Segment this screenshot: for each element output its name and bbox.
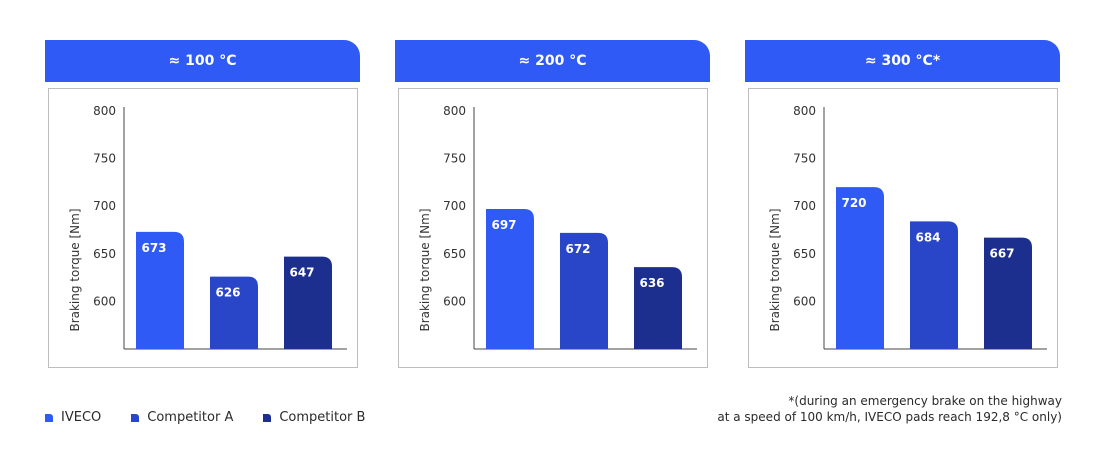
bar-value-label: 684 bbox=[915, 230, 940, 244]
legend-swatch-competitor-b bbox=[263, 413, 272, 422]
bar-competitor-b bbox=[984, 237, 1032, 349]
chart-title: ≈ 100 °C bbox=[45, 40, 360, 82]
legend-swatch-competitor-a bbox=[131, 413, 140, 422]
y-tick-label: 700 bbox=[93, 199, 116, 213]
bar-value-label: 697 bbox=[491, 218, 516, 232]
bar-value-label: 636 bbox=[639, 276, 664, 290]
bar-value-label: 667 bbox=[989, 247, 1014, 261]
chart-title: ≈ 300 °C* bbox=[745, 40, 1060, 82]
bar-value-label: 673 bbox=[141, 241, 166, 255]
y-tick-label: 750 bbox=[93, 152, 116, 166]
legend-label-competitor-b: Competitor B bbox=[279, 410, 366, 425]
footnote-line-1: *(during an emergency brake on the highw… bbox=[788, 394, 1062, 408]
chart-panel-2: ≈ 200 °C Braking torque [Nm] 600 650 700 750 8… bbox=[395, 40, 710, 368]
chart-title: ≈ 200 °C bbox=[395, 40, 710, 82]
bar-competitor-b bbox=[284, 256, 332, 349]
chart-svg: Braking torque [Nm] 600 650 700 750 800 720 684… bbox=[768, 104, 1047, 350]
chart-frame: Braking torque [Nm] 600 650 700 750 800 720 684… bbox=[748, 88, 1058, 368]
bar-iveco bbox=[136, 231, 184, 349]
y-tick-label: 800 bbox=[93, 104, 116, 118]
bar-iveco bbox=[486, 209, 534, 349]
y-axis-label: Braking torque [Nm] bbox=[418, 208, 432, 331]
chart-svg: Braking torque [Nm] 600 650 700 750 800 697 672… bbox=[418, 104, 697, 350]
y-axis-label: Braking torque [Nm] bbox=[768, 208, 782, 331]
bar-competitor-a bbox=[210, 276, 258, 349]
legend-item-iveco: IVECO bbox=[45, 410, 101, 425]
legend-label-competitor-a: Competitor A bbox=[147, 410, 234, 425]
footnote-line-2: at a speed of 100 km/h, IVECO pads reach… bbox=[717, 410, 1062, 424]
chart-frame: Braking torque [Nm] 600 650 700 750 800 673 626… bbox=[48, 88, 358, 368]
bar-value-label: 647 bbox=[289, 266, 314, 280]
chart-frame: Braking torque [Nm] 600 650 700 750 800 697 672… bbox=[398, 88, 708, 368]
chart-panel-3: ≈ 300 °C* Braking torque [Nm] 600 650 700 750… bbox=[745, 40, 1060, 368]
legend-label-iveco: IVECO bbox=[61, 410, 102, 425]
bar-value-label: 672 bbox=[565, 242, 590, 256]
legend-item-competitor-b: Competitor B bbox=[263, 410, 365, 425]
legend-swatch-iveco bbox=[45, 413, 53, 422]
bar-value-label: 626 bbox=[215, 286, 240, 300]
y-tick-label: 750 bbox=[793, 152, 816, 166]
y-tick-label: 650 bbox=[793, 247, 816, 261]
legend-item-competitor-a: Competitor A bbox=[131, 410, 233, 425]
bar-value-label: 720 bbox=[841, 196, 866, 210]
y-tick-label: 650 bbox=[93, 247, 116, 261]
legend: IVECO Competitor A Competitor B bbox=[45, 410, 395, 425]
bar-competitor-a bbox=[560, 232, 608, 349]
bar-competitor-b bbox=[634, 267, 682, 349]
bar-competitor-a bbox=[910, 221, 958, 349]
y-tick-label: 700 bbox=[793, 199, 816, 213]
y-tick-label: 750 bbox=[443, 152, 466, 166]
y-tick-label: 600 bbox=[93, 294, 116, 308]
y-tick-label: 700 bbox=[443, 199, 466, 213]
chart-svg: Braking torque [Nm] 600 650 700 750 800 673 626… bbox=[68, 104, 347, 350]
y-tick-label: 600 bbox=[443, 294, 466, 308]
chart-panel-1: ≈ 100 °C Braking torque [Nm] 600 650 700 750 8… bbox=[45, 40, 360, 368]
footnote: *(during an emergency brake on the highw… bbox=[717, 393, 1062, 425]
bar-iveco bbox=[836, 187, 884, 349]
y-axis-label: Braking torque [Nm] bbox=[68, 208, 82, 331]
y-tick-label: 800 bbox=[793, 104, 816, 118]
y-tick-label: 800 bbox=[443, 104, 466, 118]
y-tick-label: 600 bbox=[793, 294, 816, 308]
y-tick-label: 650 bbox=[443, 247, 466, 261]
